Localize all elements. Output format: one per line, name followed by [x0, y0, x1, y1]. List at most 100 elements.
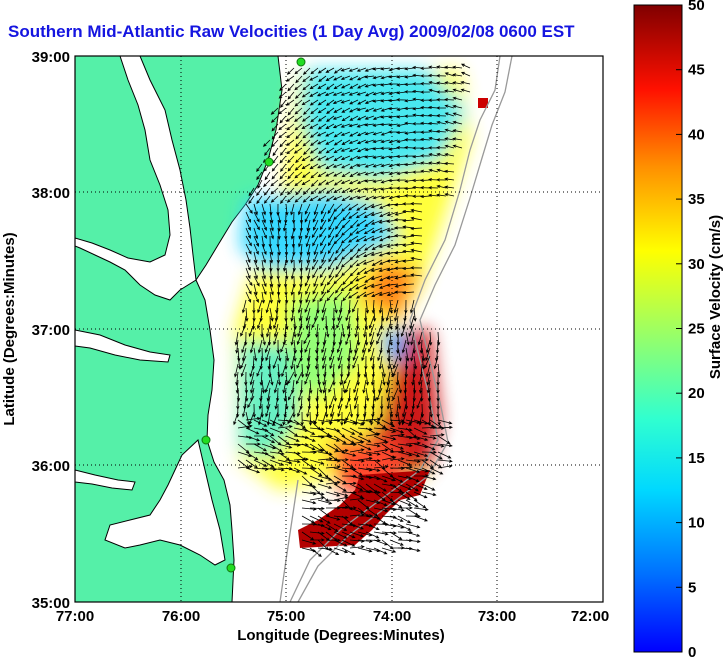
velocity-arrow — [425, 347, 431, 362]
velocity-arrow — [329, 347, 335, 362]
velocity-arrow — [290, 331, 295, 346]
velocity-arrow — [348, 203, 359, 211]
velocity-arrow — [263, 179, 271, 188]
velocity-arrow — [404, 90, 415, 94]
velocity-arrow — [372, 195, 383, 200]
velocity-arrow — [412, 122, 423, 126]
pamlico-sound — [104, 439, 226, 566]
x-axis: 77:00 76:00 75:00 74:00 73:00 72:00 Long… — [56, 608, 609, 644]
velocity-arrow — [349, 459, 365, 463]
velocity-arrow — [428, 129, 439, 133]
velocity-arrow — [380, 146, 391, 150]
velocity-arrow — [340, 91, 351, 96]
velocity-arrow — [321, 307, 327, 322]
velocity-arrow — [356, 67, 367, 72]
velocity-arrow — [405, 483, 419, 492]
velocity-arrow — [356, 219, 367, 227]
velocity-arrow — [325, 83, 335, 90]
velocity-arrow — [356, 155, 367, 160]
velocity-arrow — [253, 434, 269, 438]
velocity-arrow — [332, 372, 336, 386]
velocity-arrow — [317, 427, 331, 437]
velocity-arrow — [356, 139, 367, 145]
velocity-arrow — [296, 331, 303, 346]
velocity-arrow — [269, 275, 274, 288]
velocity-arrow — [380, 163, 391, 168]
velocity-arrow — [317, 147, 327, 154]
velocity-arrow — [333, 107, 343, 113]
velocity-arrow — [301, 539, 317, 545]
velocity-arrow — [341, 227, 351, 236]
velocity-arrow — [271, 139, 279, 148]
x-axis-label: Longitude (Degrees:Minutes) — [237, 627, 445, 644]
velocity-arrow — [301, 179, 311, 186]
velocity-arrow — [410, 256, 423, 261]
velocity-arrow — [349, 243, 359, 253]
velocity-arrow — [394, 307, 399, 322]
velocity-arrow — [372, 91, 383, 96]
velocity-arrow — [261, 291, 265, 304]
velocity-arrow — [285, 451, 301, 455]
x-tick-label: 74:00 — [373, 608, 411, 625]
velocity-arrow — [428, 73, 439, 78]
velocity-arrow — [341, 379, 346, 394]
velocity-arrow — [337, 307, 343, 322]
velocity-arrow — [386, 275, 399, 280]
velocity-arrow — [389, 433, 405, 437]
velocity-arrow — [342, 275, 351, 286]
velocity-arrow — [362, 259, 375, 265]
velocity-arrow — [240, 323, 247, 337]
velocity-arrow — [305, 283, 311, 295]
velocity-arrow — [279, 139, 287, 148]
velocity-arrow — [261, 267, 266, 280]
velocity-arrow — [402, 403, 407, 418]
velocity-arrow — [396, 66, 407, 71]
velocity-arrow — [388, 147, 399, 151]
velocity-arrow — [305, 363, 311, 378]
velocity-arrow — [356, 179, 367, 184]
velocity-arrow — [294, 195, 303, 203]
velocity-arrow — [348, 283, 359, 292]
velocity-arrow — [341, 506, 357, 510]
velocity-arrow — [317, 483, 333, 489]
velocity-arrow — [245, 211, 251, 223]
velocity-arrow — [370, 235, 383, 241]
velocity-arrow — [312, 235, 319, 247]
velocity-arrow — [380, 99, 391, 103]
velocity-arrow — [420, 146, 431, 151]
velocity-arrow — [396, 98, 407, 102]
velocity-arrow — [294, 123, 303, 131]
velocity-arrow — [340, 235, 351, 244]
velocity-arrow — [315, 323, 319, 338]
y-axis-label: Latitude (Degrees:Minutes) — [1, 232, 18, 425]
velocity-arrow — [356, 243, 367, 252]
velocity-arrow — [302, 187, 311, 195]
velocity-arrow — [317, 457, 333, 461]
velocity-arrow — [401, 411, 407, 426]
velocity-arrow — [270, 195, 279, 203]
colorbar-tick-label: 20 — [688, 385, 705, 402]
velocity-arrow — [321, 411, 327, 426]
velocity-arrow — [380, 155, 391, 160]
velocity-arrow — [365, 507, 379, 517]
velocity-arrow — [286, 139, 295, 147]
velocity-arrow — [317, 163, 327, 169]
velocity-arrow — [290, 267, 295, 280]
velocity-arrow — [378, 227, 391, 233]
velocity-arrow — [321, 355, 327, 370]
velocity-arrow — [420, 121, 431, 125]
velocity-arrow — [349, 171, 359, 177]
velocity-arrow — [452, 104, 463, 109]
velocity-arrow — [364, 187, 375, 191]
velocity-arrow — [325, 123, 335, 129]
velocity-arrow — [378, 299, 383, 314]
velocity-arrow — [426, 363, 431, 378]
velocity-arrow — [278, 107, 287, 115]
velocity-arrow — [355, 259, 367, 267]
velocity-arrow — [348, 91, 359, 96]
velocity-arrow — [364, 139, 375, 144]
velocity-arrow — [353, 379, 359, 394]
velocity-arrow — [248, 195, 255, 205]
velocity-arrow — [261, 443, 277, 450]
velocity-arrow — [420, 137, 431, 142]
